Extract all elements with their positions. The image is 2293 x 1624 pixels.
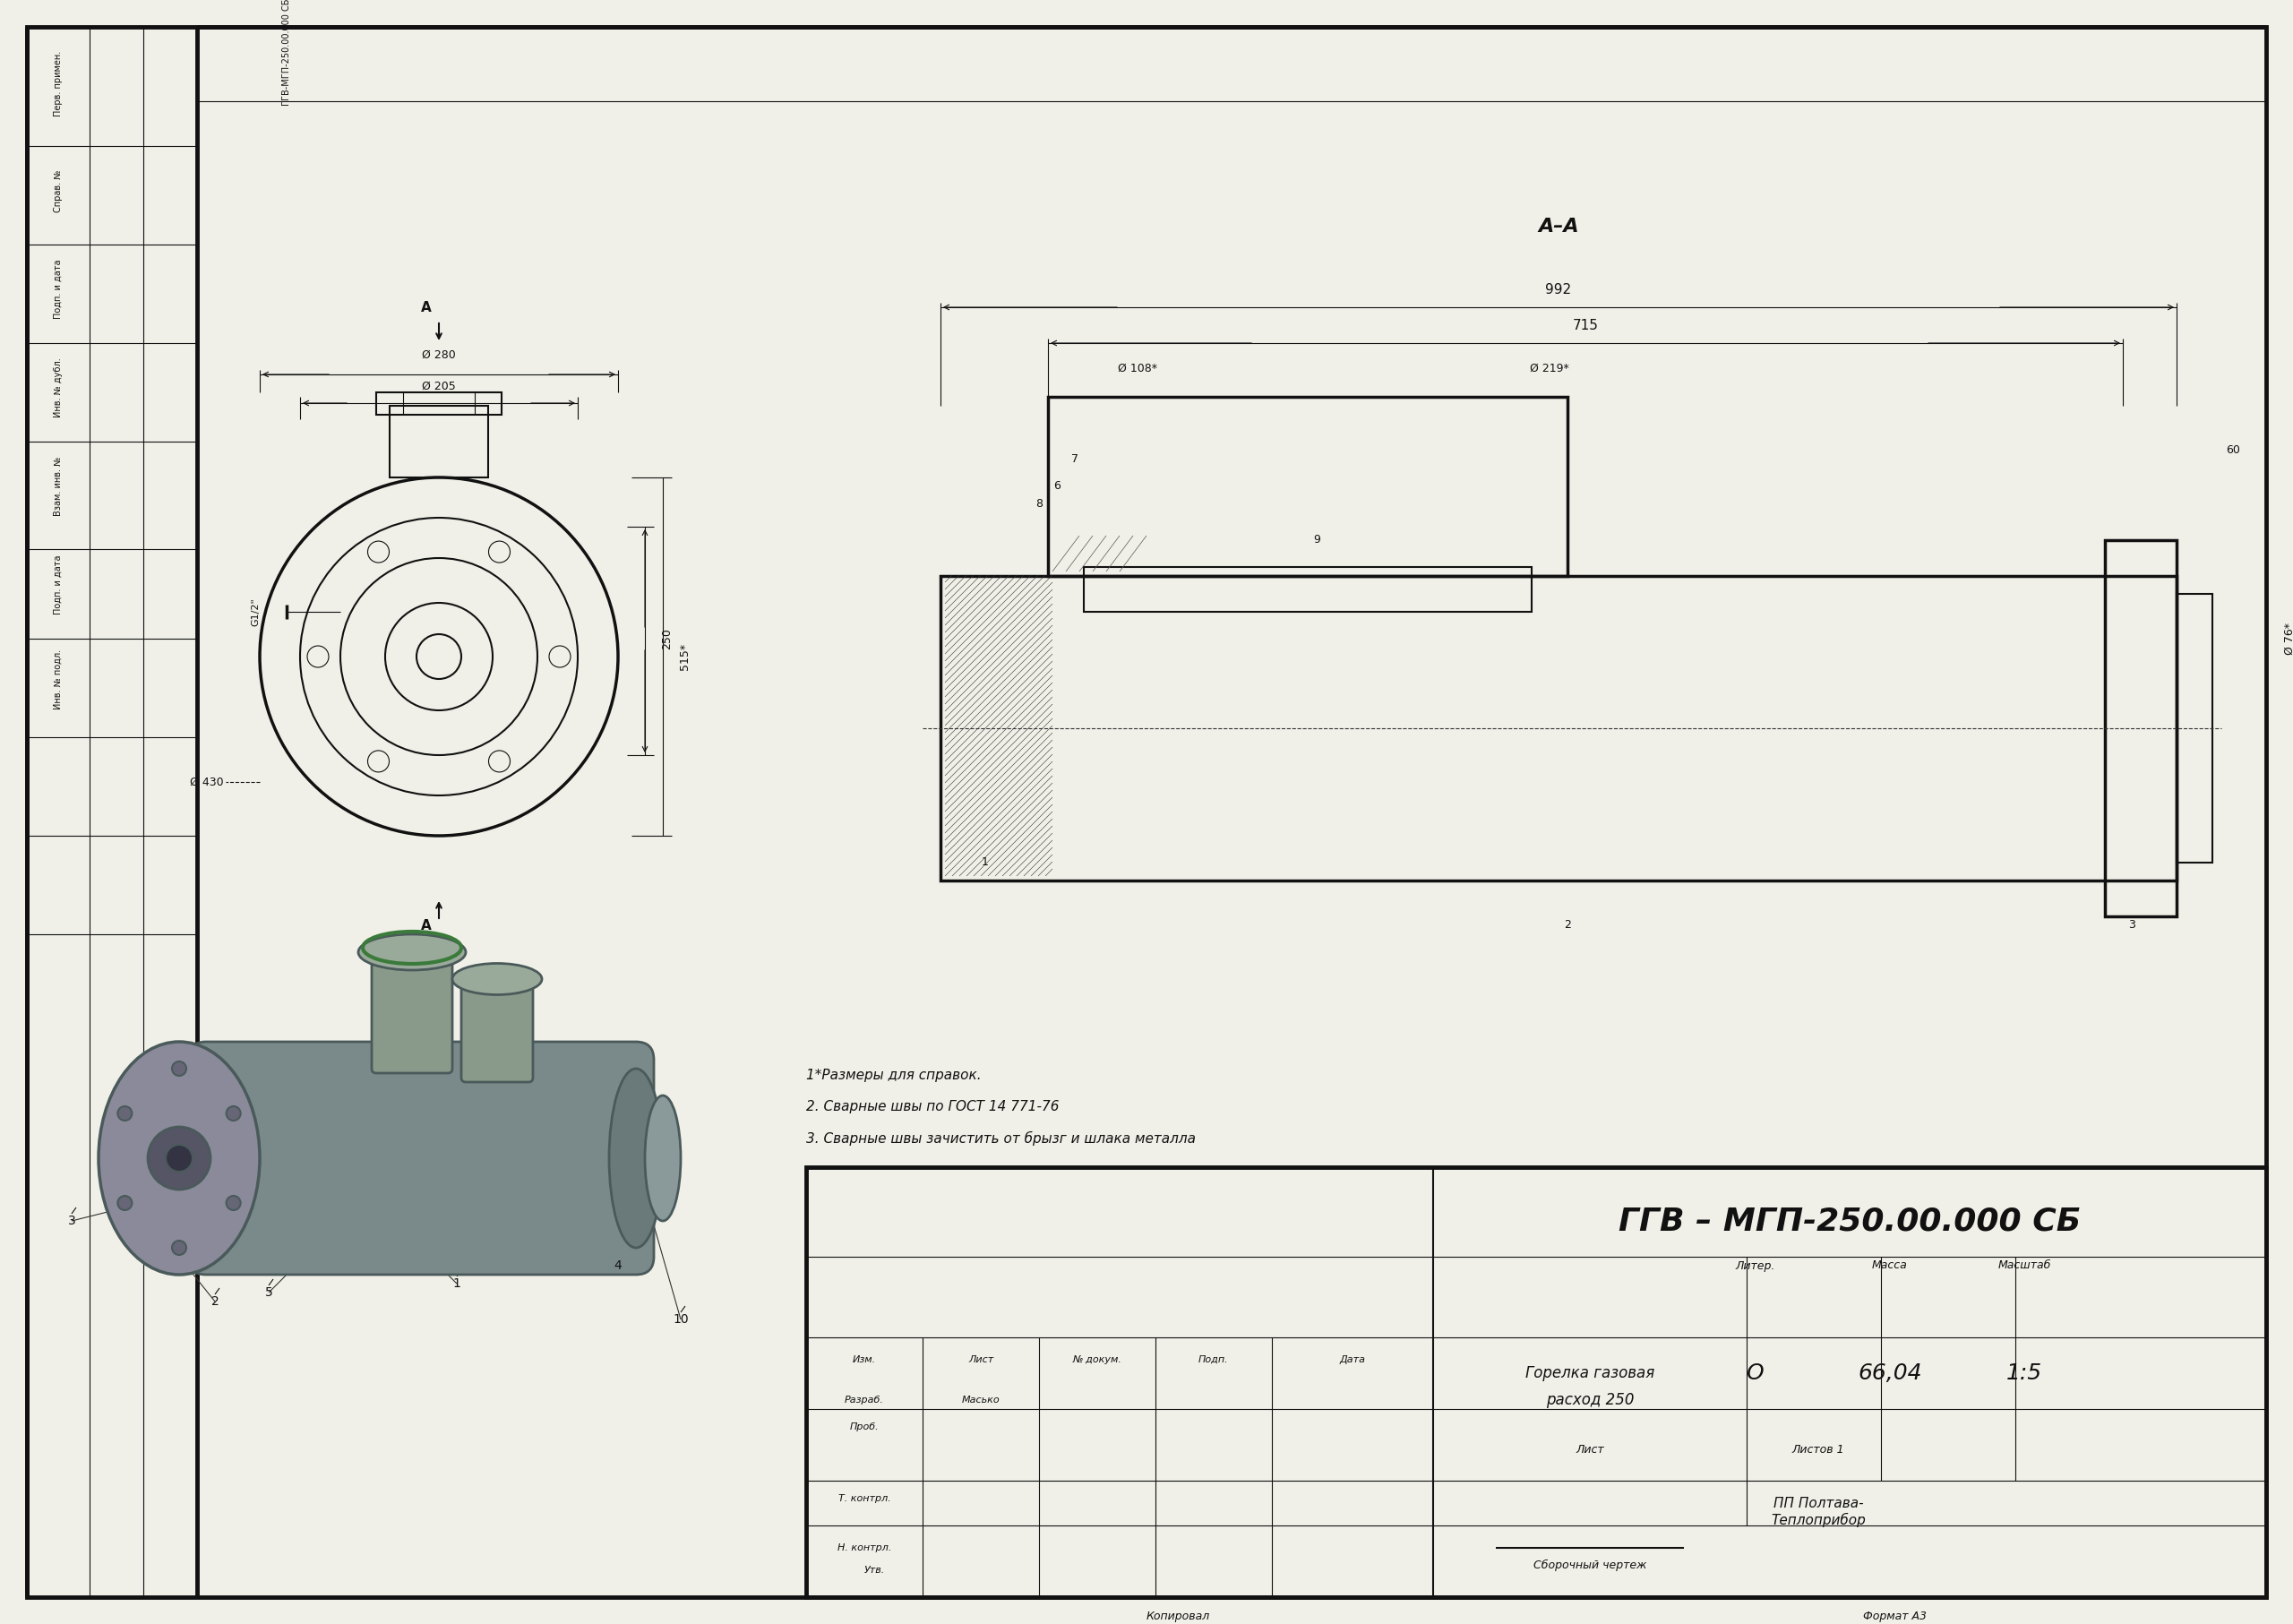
Text: Утв.: Утв. bbox=[864, 1566, 885, 1575]
Text: Инв. № подл.: Инв. № подл. bbox=[53, 650, 62, 710]
Text: 250: 250 bbox=[660, 628, 672, 650]
Bar bbox=[807, 1168, 2265, 1596]
Circle shape bbox=[165, 1145, 193, 1171]
Text: Т. контрл.: Т. контрл. bbox=[837, 1494, 890, 1504]
Text: Ø 430: Ø 430 bbox=[190, 776, 225, 788]
Text: Ø 76*: Ø 76* bbox=[2284, 622, 2293, 654]
Text: Справ. №: Справ. № bbox=[53, 169, 62, 213]
Text: Проб.: Проб. bbox=[851, 1423, 878, 1431]
Bar bbox=[2176, 594, 2213, 862]
Text: Дата: Дата bbox=[1339, 1356, 1367, 1364]
Text: 992: 992 bbox=[1545, 283, 1571, 297]
Bar bbox=[940, 577, 2176, 880]
Text: Лист: Лист bbox=[1575, 1444, 1605, 1455]
Bar bbox=[1048, 396, 1568, 577]
Text: 3: 3 bbox=[69, 1215, 76, 1228]
Text: 8: 8 bbox=[1036, 499, 1043, 510]
Text: Масько: Масько bbox=[961, 1395, 1000, 1405]
Text: Сборочный чертеж: Сборочный чертеж bbox=[1534, 1559, 1646, 1572]
Text: Ø 108*: Ø 108* bbox=[1119, 362, 1158, 375]
Text: 60: 60 bbox=[2227, 445, 2240, 456]
Text: Масса: Масса bbox=[1871, 1260, 1908, 1272]
Text: А: А bbox=[422, 300, 431, 315]
Text: А–А: А–А bbox=[1539, 218, 1580, 235]
Text: Ø 205: Ø 205 bbox=[422, 380, 456, 393]
Bar bbox=[390, 406, 488, 477]
Text: 7: 7 bbox=[1071, 453, 1078, 466]
Text: 4: 4 bbox=[615, 1260, 621, 1272]
Text: Подп.: Подп. bbox=[1199, 1356, 1229, 1364]
Circle shape bbox=[117, 1106, 133, 1121]
Ellipse shape bbox=[358, 934, 465, 970]
Text: 1: 1 bbox=[452, 1278, 461, 1289]
Text: 715: 715 bbox=[1573, 318, 1598, 333]
Text: ПП Полтава-
Теплоприбор: ПП Полтава- Теплоприбор bbox=[1770, 1497, 1867, 1527]
Text: Н. контрл.: Н. контрл. bbox=[837, 1543, 892, 1553]
Text: Ø 219*: Ø 219* bbox=[1529, 362, 1568, 375]
Text: 10: 10 bbox=[672, 1314, 688, 1325]
Text: ГГВ – МГП-250.00.000 СБ: ГГВ – МГП-250.00.000 СБ bbox=[1619, 1205, 2080, 1236]
Text: А: А bbox=[422, 919, 431, 932]
FancyBboxPatch shape bbox=[188, 1041, 654, 1275]
Ellipse shape bbox=[452, 963, 541, 996]
Text: G1/2": G1/2" bbox=[250, 598, 259, 625]
Circle shape bbox=[227, 1106, 241, 1121]
Text: 5: 5 bbox=[264, 1286, 273, 1299]
Text: № докум.: № докум. bbox=[1073, 1356, 1121, 1364]
Text: Подп. и дата: Подп. и дата bbox=[53, 555, 62, 615]
Text: 66,04: 66,04 bbox=[1857, 1363, 1922, 1384]
Text: Формат А3: Формат А3 bbox=[1862, 1611, 1926, 1622]
Circle shape bbox=[172, 1241, 186, 1255]
Text: 2: 2 bbox=[211, 1296, 218, 1307]
Text: Перв. примен.: Перв. примен. bbox=[53, 50, 62, 115]
Text: ГГВ-МГП-250.00.000 СБ: ГГВ-МГП-250.00.000 СБ bbox=[282, 0, 291, 106]
Text: 2. Сварные швы по ГОСТ 14 771-76: 2. Сварные швы по ГОСТ 14 771-76 bbox=[807, 1099, 1059, 1114]
Text: 3: 3 bbox=[2128, 919, 2135, 931]
Text: 6: 6 bbox=[1052, 481, 1059, 492]
Text: 3. Сварные швы зачистить от брызг и шлака металла: 3. Сварные швы зачистить от брызг и шлак… bbox=[807, 1132, 1195, 1147]
Circle shape bbox=[227, 1195, 241, 1210]
FancyBboxPatch shape bbox=[461, 974, 532, 1082]
Text: 2: 2 bbox=[1564, 919, 1571, 931]
Text: Листов 1: Листов 1 bbox=[1793, 1444, 1844, 1455]
Bar bbox=[376, 393, 502, 414]
Text: Копировал: Копировал bbox=[1146, 1611, 1211, 1622]
Text: Лист: Лист bbox=[968, 1356, 993, 1364]
Text: расход 250: расход 250 bbox=[1545, 1392, 1635, 1408]
Text: Изм.: Изм. bbox=[853, 1356, 876, 1364]
Text: Литер.: Литер. bbox=[1736, 1260, 1775, 1272]
Text: 515*: 515* bbox=[679, 643, 690, 671]
Circle shape bbox=[117, 1195, 133, 1210]
Text: Масштаб: Масштаб bbox=[1997, 1260, 2050, 1272]
Circle shape bbox=[147, 1127, 211, 1189]
Text: 9: 9 bbox=[1314, 534, 1321, 546]
FancyBboxPatch shape bbox=[371, 948, 452, 1073]
Text: О: О bbox=[1747, 1363, 1763, 1384]
Bar bbox=[2105, 541, 2176, 916]
Bar bbox=[1085, 567, 1532, 612]
Text: Ø 280: Ø 280 bbox=[422, 349, 456, 361]
Text: Подп. и дата: Подп. и дата bbox=[53, 260, 62, 318]
Ellipse shape bbox=[610, 1069, 663, 1247]
Text: Взам. инв. №: Взам. инв. № bbox=[53, 456, 62, 516]
Text: Горелка газовая: Горелка газовая bbox=[1525, 1366, 1656, 1382]
Ellipse shape bbox=[99, 1041, 259, 1275]
Text: Разраб.: Разраб. bbox=[844, 1395, 885, 1405]
Ellipse shape bbox=[644, 1096, 681, 1221]
Text: 1:5: 1:5 bbox=[2006, 1363, 2043, 1384]
Text: Инв. № дубл.: Инв. № дубл. bbox=[53, 357, 62, 417]
Text: 1*Размеры для справок.: 1*Размеры для справок. bbox=[807, 1069, 981, 1082]
Text: 1: 1 bbox=[981, 857, 988, 869]
Circle shape bbox=[172, 1062, 186, 1075]
